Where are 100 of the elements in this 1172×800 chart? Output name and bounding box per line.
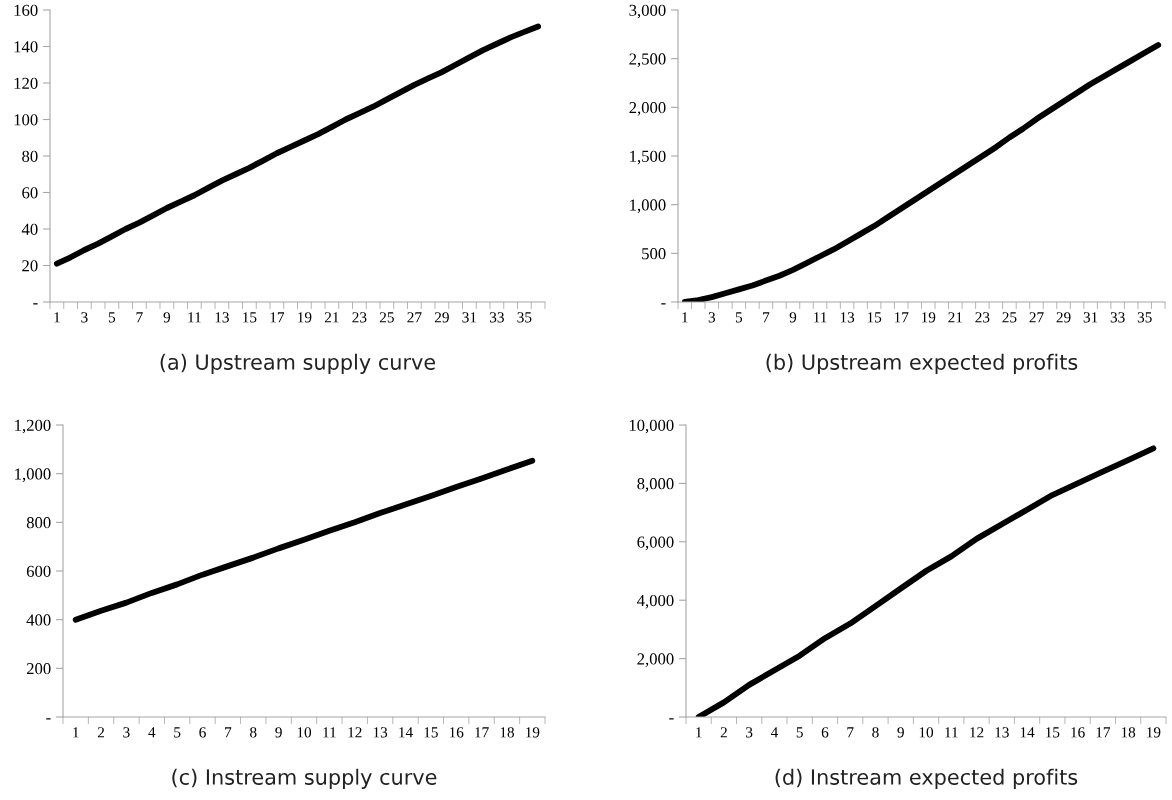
x-tick-label: 27 (1029, 312, 1044, 323)
x-tick-label: 11 (814, 312, 827, 323)
x-tick-label: 33 (1110, 312, 1125, 323)
x-tick-label: 31 (1083, 312, 1098, 323)
x-tick-label: 35 (1137, 312, 1152, 323)
x-tick-label: 8 (250, 727, 257, 738)
y-tick-label: 6,000 (637, 536, 674, 551)
y-tick-label: 400 (26, 614, 51, 626)
x-tick-label: 3 (81, 312, 88, 323)
y-tick-label: - (661, 303, 666, 305)
x-tick-label: 9 (897, 727, 904, 738)
x-tick-label: 1 (73, 727, 79, 738)
x-tick-label: 13 (373, 727, 388, 738)
x-tick-label: 11 (945, 727, 958, 738)
y-tick-label: 2,000 (629, 102, 666, 116)
x-tick-label: 4 (770, 727, 778, 738)
text: (b) Upstream expected profits (766, 353, 1078, 374)
x-tick-label: 9 (275, 727, 282, 738)
x-tick-label: 7 (136, 312, 143, 323)
text: (c) Instream supply curve (172, 768, 437, 789)
x-tick-label: 17 (270, 312, 285, 323)
x-tick-label: 18 (500, 727, 514, 738)
y-tick-label: 1,200 (15, 419, 51, 434)
x-tick-label: 2 (720, 727, 727, 738)
x-tick-label: 5 (735, 312, 743, 323)
x-tick-label: 18 (1121, 727, 1136, 738)
x-tick-label: 17 (1096, 727, 1111, 738)
x-tick-label: 25 (379, 312, 394, 323)
y-tick-label: 100 (14, 114, 38, 126)
x-tick-label: 1 (682, 312, 688, 323)
x-tick-label: 12 (348, 727, 362, 738)
x-tick-label: 14 (399, 727, 413, 738)
x-tick-label: 19 (298, 312, 312, 323)
x-tick-label: 1 (696, 727, 702, 738)
y-tick-label: 160 (14, 4, 38, 16)
x-tick-label: 1 (54, 312, 60, 323)
x-tick-label: 7 (763, 312, 770, 323)
x-tick-label: 9 (789, 312, 797, 323)
x-tick-label: 16 (449, 727, 464, 738)
y-tick-label: 40 (21, 223, 38, 235)
text: (d) Instream expected profits (775, 768, 1078, 789)
x-tick-label: 17 (475, 727, 489, 738)
x-tick-label: 3 (123, 727, 130, 738)
x-tick-label: 13 (215, 312, 229, 323)
y-tick-label: 2,000 (637, 653, 674, 667)
x-tick-label: 13 (995, 727, 1009, 738)
x-tick-label: 33 (489, 312, 504, 323)
y-tick-label: 1,000 (630, 199, 666, 214)
y-tick-label: 200 (26, 663, 51, 675)
y-tick-label: 600 (26, 565, 51, 577)
x-tick-label: 3 (708, 312, 716, 323)
y-tick-label: 4,000 (637, 594, 674, 609)
y-tick-label: 20 (22, 260, 38, 272)
y-tick-label: 140 (14, 41, 38, 53)
x-tick-label: 2 (97, 727, 105, 738)
x-tick-label: 23 (975, 312, 990, 323)
x-tick-label: 4 (148, 727, 156, 738)
x-tick-label: 19 (526, 727, 540, 738)
y-tick-label: 1,000 (15, 468, 51, 483)
x-tick-label: 31 (462, 312, 477, 323)
x-tick-label: 29 (1056, 312, 1071, 323)
x-tick-label: 15 (243, 312, 257, 323)
x-tick-label: 6 (821, 727, 829, 738)
y-tick-label: - (46, 718, 51, 720)
x-tick-label: 5 (108, 312, 116, 323)
x-tick-label: 27 (407, 312, 422, 323)
x-tick-label: 15 (424, 727, 438, 738)
x-tick-label: 23 (352, 312, 367, 323)
x-tick-label: 19 (1147, 727, 1161, 738)
y-tick-label: 60 (22, 187, 38, 199)
y-tick-label: - (669, 718, 674, 720)
x-tick-label: 19 (921, 312, 936, 323)
x-tick-label: 8 (872, 727, 879, 738)
y-tick-label: 80 (22, 150, 38, 162)
x-tick-label: 15 (1046, 727, 1060, 738)
y-tick-label: 1,500 (630, 150, 666, 165)
text: (a) Upstream supply curve (160, 353, 436, 374)
x-tick-label: 7 (847, 727, 854, 738)
x-tick-label: 15 (867, 312, 882, 323)
y-tick-label: - (33, 303, 38, 305)
x-tick-label: 11 (323, 727, 336, 738)
y-tick-label: 500 (642, 248, 666, 260)
y-tick-label: 2,500 (629, 53, 666, 68)
x-tick-label: 14 (1020, 727, 1035, 738)
x-tick-label: 10 (919, 727, 934, 738)
x-tick-label: 35 (517, 312, 532, 323)
x-tick-label: 21 (948, 312, 963, 323)
y-tick-label: 3,000 (629, 4, 666, 19)
y-tick-label: 120 (14, 77, 38, 89)
x-tick-label: 17 (894, 312, 909, 323)
x-tick-label: 7 (225, 727, 232, 738)
x-tick-label: 9 (163, 312, 171, 323)
x-tick-label: 25 (1002, 312, 1017, 323)
x-tick-label: 29 (434, 312, 449, 323)
y-tick-label: 800 (26, 517, 51, 529)
y-tick-label: 8,000 (637, 478, 674, 492)
x-tick-label: 10 (297, 727, 312, 738)
y-tick-label: 10,000 (629, 419, 674, 434)
x-tick-label: 12 (970, 727, 984, 738)
x-tick-label: 5 (796, 727, 803, 738)
